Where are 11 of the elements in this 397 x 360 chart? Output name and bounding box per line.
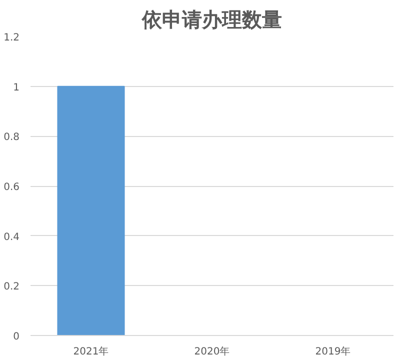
y-tick-label: 0.6 (4, 182, 20, 193)
x-tick-label: 2020年 (194, 346, 230, 358)
x-tick-label: 2021年 (73, 346, 109, 358)
y-tick-label: 0.8 (4, 132, 20, 144)
y-tick-label: 1.2 (4, 32, 20, 44)
y-tick-label: 0.2 (4, 282, 20, 293)
y-tick-label: 1 (13, 82, 20, 94)
y-tick-label: 0.4 (4, 232, 20, 243)
x-tick-label: 2019年 (315, 346, 351, 358)
chart-title: 依申请办理数量 (141, 8, 282, 32)
y-tick-label: 0 (13, 332, 20, 342)
